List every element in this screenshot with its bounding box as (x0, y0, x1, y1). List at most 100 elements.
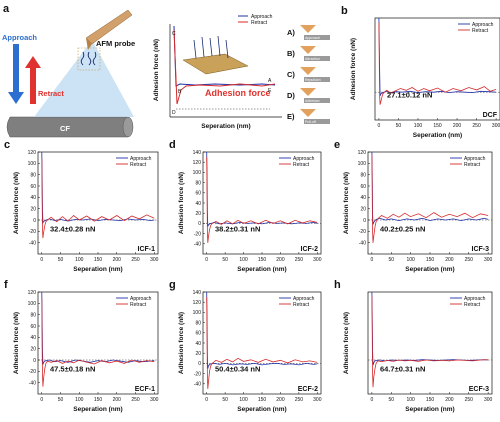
x-tick-label: 250 (131, 257, 140, 263)
y-axis-title: Adhesion force (nN) (178, 172, 185, 234)
y-tick-label: 60 (195, 331, 201, 337)
y-tick-label: -40 (194, 242, 201, 248)
legend-label-approach: Approach (130, 296, 152, 302)
panel-a-schematic: a CF AFM probe Approach Retract (2, 3, 135, 138)
step-c: C) Repulsion (287, 67, 330, 82)
x-tick-label: 300 (313, 397, 322, 403)
step-a-word: Approach (305, 36, 320, 40)
legend-label-approach: Approach (464, 296, 486, 302)
process-steps: A) Approach B) Attraction C) Repulsion D… (287, 25, 330, 124)
x-tick-label: 0 (370, 257, 373, 263)
legend-label-retract: Retract (464, 302, 481, 308)
y-tick-label: 40 (360, 195, 366, 201)
y-tick-label: 40 (195, 341, 201, 347)
series-line-retract (206, 157, 318, 243)
panel-label-b: b (341, 5, 348, 17)
y-tick-label: 20 (30, 346, 36, 352)
inset-title: Adhesion force (205, 88, 271, 98)
x-tick-label: 100 (414, 123, 423, 129)
x-tick-label: 0 (205, 257, 208, 263)
series-line-retract (378, 22, 497, 105)
y-tick-label: 20 (195, 211, 201, 217)
step-d-icon (300, 88, 316, 96)
y-tick-label: 100 (28, 301, 37, 307)
x-tick-label: 100 (406, 397, 415, 403)
legend-label-approach: Approach (293, 156, 315, 162)
x-tick-label: 300 (484, 397, 493, 403)
series-line-approach (371, 151, 489, 225)
x-tick-label: 200 (445, 397, 454, 403)
y-tick-label: 100 (193, 310, 202, 316)
y-axis-title: Adhesion force (nN) (343, 172, 350, 234)
step-d-bar (304, 98, 330, 103)
x-tick-label: 300 (484, 257, 493, 263)
x-axis-title: Seperation (nm) (73, 266, 122, 273)
x-tick-label: 50 (58, 257, 64, 263)
y-tick-label: 0 (33, 358, 36, 364)
x-tick-label: 100 (239, 397, 248, 403)
inset-legend-retract: Retract (251, 20, 268, 26)
x-tick-label: 250 (295, 397, 304, 403)
y-tick-label: -20 (359, 229, 366, 235)
series-line-approach (206, 151, 318, 227)
x-tick-label: 200 (276, 397, 285, 403)
adhesion-value: 47.5±0.18 nN (50, 365, 95, 374)
panel-label-g: g (169, 279, 176, 291)
x-tick-label: 0 (370, 397, 373, 403)
x-tick-label: 150 (258, 257, 267, 263)
y-tick-label: 0 (198, 221, 201, 227)
step-c-word: Repulsion (305, 78, 321, 82)
y-tick-label: 140 (193, 150, 202, 156)
sample-name: ECF-1 (135, 386, 155, 393)
inset-surface-chains (193, 35, 229, 59)
series-line-approach (206, 291, 318, 369)
molecule-box (77, 47, 101, 71)
x-tick-label: 300 (150, 397, 159, 403)
step-a: A) Approach (287, 25, 330, 40)
x-axis-title: Seperation (nm) (413, 132, 462, 139)
legend-label-approach: Approach (464, 156, 486, 162)
y-tick-label: 120 (358, 150, 367, 156)
y-tick-label: 120 (193, 300, 202, 306)
y-tick-label: 60 (30, 184, 36, 190)
y-tick-label: -40 (29, 240, 36, 246)
x-tick-label: 50 (388, 397, 394, 403)
x-tick-label: 150 (426, 257, 435, 263)
x-axis-title: Seperation (nm) (405, 406, 454, 413)
panel-label-h: h (334, 279, 341, 291)
y-tick-label: 40 (195, 201, 201, 207)
inset-retract-curve (173, 29, 276, 105)
step-a-bar (304, 35, 330, 40)
x-tick-label: 50 (58, 397, 64, 403)
step-e-label: E) (287, 112, 295, 121)
step-d-word: Adhesion (305, 99, 320, 103)
y-tick-label: 60 (30, 324, 36, 330)
y-tick-label: 120 (193, 160, 202, 166)
x-axis-title: Seperation (nm) (237, 406, 286, 413)
molecule-chains (80, 51, 97, 66)
y-tick-label: 20 (195, 351, 201, 357)
point-label-d: D (172, 110, 176, 116)
retract-arrow (25, 56, 41, 104)
y-tick-label: 60 (360, 184, 366, 190)
y-tick-label: 20 (30, 206, 36, 212)
y-axis-title: Adhesion force (nN) (343, 312, 350, 374)
x-tick-label: 100 (239, 257, 248, 263)
y-tick-label: 140 (193, 290, 202, 296)
y-tick-label: 40 (30, 335, 36, 341)
step-b: B) Attraction (287, 46, 330, 61)
step-d-label: D) (287, 91, 295, 100)
x-tick-label: 150 (433, 123, 442, 129)
step-c-bar (304, 77, 330, 82)
point-label-b: B (178, 89, 182, 95)
point-label-a: A (268, 78, 272, 84)
legend-label-retract: Retract (130, 162, 147, 168)
y-tick-label: 80 (195, 180, 201, 186)
x-tick-label: 300 (313, 257, 322, 263)
x-tick-label: 300 (492, 123, 500, 129)
legend-label-approach: Approach (130, 156, 152, 162)
series-line-retract (371, 296, 489, 388)
x-tick-label: 0 (40, 397, 43, 403)
